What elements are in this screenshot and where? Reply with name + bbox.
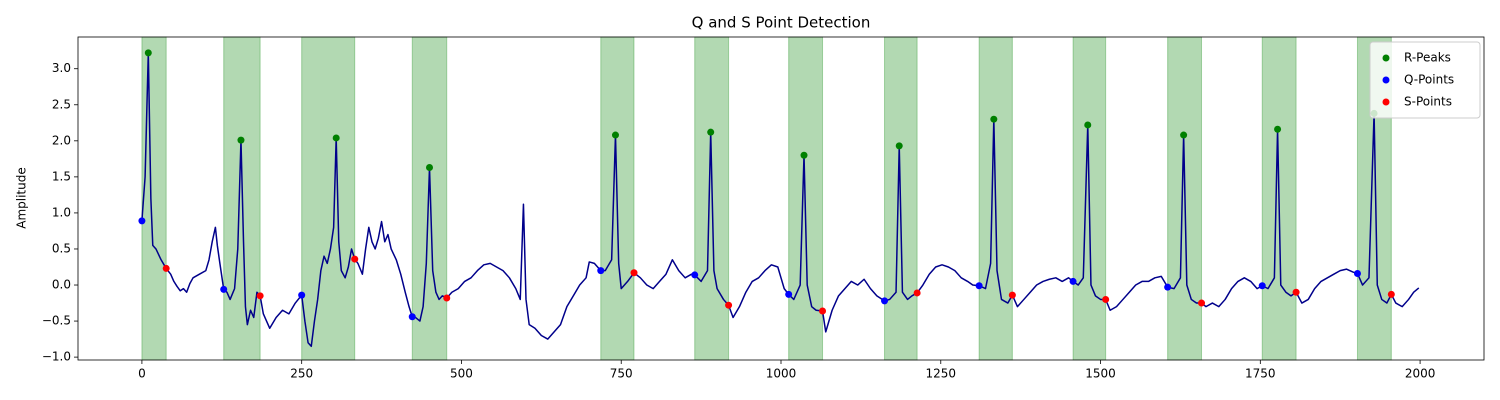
qs-span — [141, 36, 167, 361]
point — [725, 301, 733, 309]
qs-span — [301, 36, 356, 361]
chart-title: Q and S Point Detection — [692, 14, 871, 32]
point — [1274, 125, 1282, 133]
point — [1084, 121, 1092, 129]
point — [256, 292, 264, 300]
point — [1292, 288, 1300, 296]
point — [220, 285, 228, 293]
point — [800, 151, 808, 159]
point — [443, 294, 451, 302]
point — [426, 163, 433, 171]
x-tick-label: 250 — [290, 367, 313, 381]
point — [408, 313, 416, 321]
y-tick-label: 0.0 — [52, 278, 71, 292]
point — [144, 49, 152, 57]
y-tick-label: −1.0 — [42, 350, 71, 364]
legend-label: S-Points — [1404, 95, 1452, 109]
y-tick-label: −0.5 — [42, 314, 71, 328]
point — [785, 290, 793, 298]
point — [913, 289, 921, 297]
point — [162, 264, 170, 272]
point — [332, 134, 340, 142]
qs-span — [1167, 36, 1203, 361]
point — [1198, 299, 1206, 307]
x-tick-label: 750 — [610, 367, 633, 381]
x-tick-label: 500 — [450, 367, 473, 381]
point — [1008, 291, 1016, 299]
x-tick-label: 0 — [138, 367, 146, 381]
legend-marker — [1382, 98, 1390, 106]
signal-line — [141, 52, 1420, 348]
x-tick-label: 1500 — [1085, 367, 1116, 381]
legend-box — [1369, 41, 1481, 119]
point — [707, 128, 715, 136]
qs-span — [411, 36, 448, 361]
point — [1387, 290, 1395, 298]
y-tick-label: 0.5 — [52, 241, 71, 255]
point — [819, 307, 827, 315]
legend: R-Peaks Q-Points S-Points — [1369, 41, 1481, 119]
point — [1069, 277, 1077, 285]
y-tick-label: 1.5 — [52, 169, 71, 183]
x-tick-label: 2000 — [1405, 367, 1436, 381]
point — [1180, 131, 1188, 139]
point — [1353, 269, 1361, 277]
point — [990, 115, 998, 123]
point — [630, 269, 638, 277]
point — [1164, 283, 1172, 291]
legend-label: Q-Points — [1404, 73, 1454, 87]
y-tick-label: 3.0 — [52, 61, 71, 75]
legend-marker — [1382, 76, 1390, 84]
point — [138, 217, 146, 225]
point — [237, 136, 245, 144]
x-tick-label: 1000 — [766, 367, 797, 381]
point — [351, 255, 359, 263]
point — [895, 142, 903, 150]
y-tick-label: 2.5 — [52, 97, 71, 111]
point — [691, 271, 699, 279]
y-tick-label: 2.0 — [52, 133, 71, 147]
point — [597, 267, 605, 275]
legend-marker — [1382, 54, 1390, 62]
point — [1102, 295, 1110, 303]
x-tick-label: 1750 — [1245, 367, 1276, 381]
point — [611, 131, 619, 139]
point — [975, 282, 983, 290]
y-tick-label: 1.0 — [52, 205, 71, 219]
legend-label: R-Peaks — [1404, 51, 1451, 65]
point — [298, 291, 306, 299]
x-tick-label: 1250 — [925, 367, 956, 381]
y-axis-label: Amplitude — [15, 167, 29, 229]
point — [1258, 282, 1266, 290]
point — [881, 297, 889, 305]
